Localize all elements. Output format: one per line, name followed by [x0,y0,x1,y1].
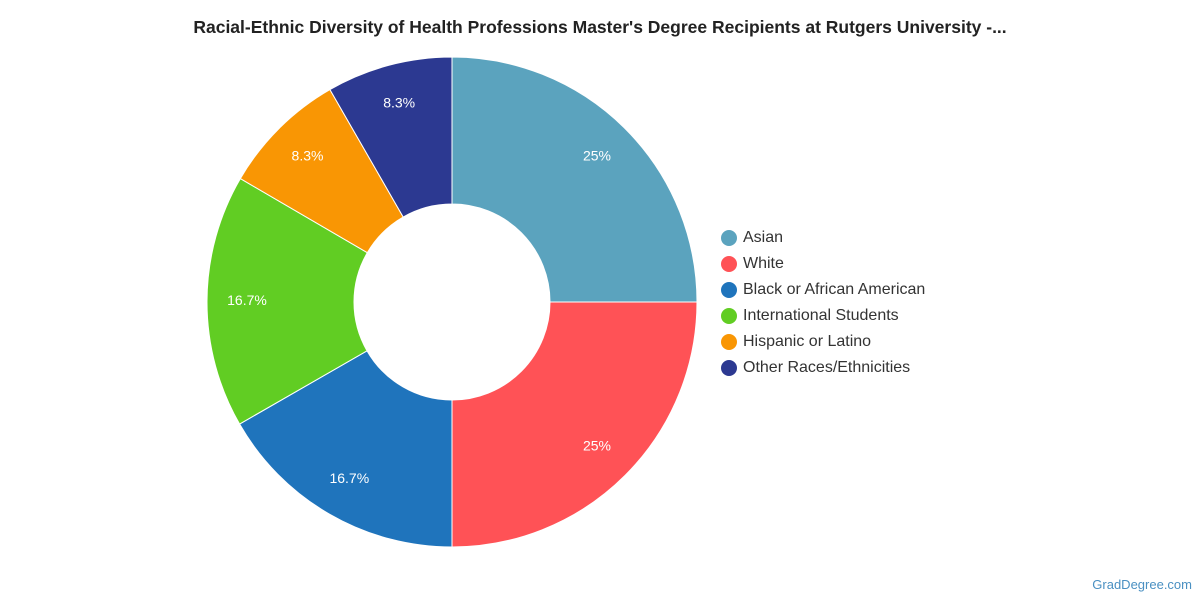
legend-item-international-students[interactable]: International Students [721,307,899,324]
legend-label-white: White [743,255,784,272]
legend-item-asian[interactable]: Asian [721,229,783,246]
legend-label-asian: Asian [743,229,783,246]
legend-label-hispanic-or-latino: Hispanic or Latino [743,333,871,350]
legend-label-black-or-african-american: Black or African American [743,281,925,298]
chart-title: Racial-Ethnic Diversity of Health Profes… [193,17,1007,37]
legend-item-black-or-african-american[interactable]: Black or African American [721,281,925,298]
donut-slice-labels: 25% 25% 16.7% 16.7% 8.3% 8.3% [227,95,611,486]
legend-marker-asian [721,230,737,246]
legend-marker-black-or-african-american [721,282,737,298]
data-label-hispanic-or-latino: 8.3% [292,147,324,163]
slice-black-or-african-american[interactable] [238,350,453,548]
watermark: GradDegree.com [1092,577,1192,592]
legend-marker-international-students [721,308,737,324]
data-label-white: 25% [583,438,611,454]
legend-marker-white [721,256,737,272]
legend-label-international-students: International Students [743,307,899,324]
legend-label-other-races-ethnicities: Other Races/Ethnicities [743,359,910,376]
data-label-international-students: 16.7% [227,292,267,308]
slice-white[interactable] [451,301,698,548]
legend-item-other-races-ethnicities[interactable]: Other Races/Ethnicities [721,359,910,376]
legend: Asian White Black or African American Inter… [721,229,925,376]
legend-item-hispanic-or-latino[interactable]: Hispanic or Latino [721,333,871,350]
slice-international-students[interactable] [206,177,369,425]
slice-other-races-ethnicities[interactable] [329,56,453,218]
data-label-black-or-african-american: 16.7% [329,470,369,486]
slice-asian[interactable] [451,56,698,303]
data-label-other-races-ethnicities: 8.3% [383,95,415,111]
legend-marker-hispanic-or-latino [721,334,737,350]
data-label-asian: 25% [583,148,611,164]
legend-marker-other-races-ethnicities [721,360,737,376]
donut-slices [206,56,698,548]
legend-item-white[interactable]: White [721,255,784,272]
